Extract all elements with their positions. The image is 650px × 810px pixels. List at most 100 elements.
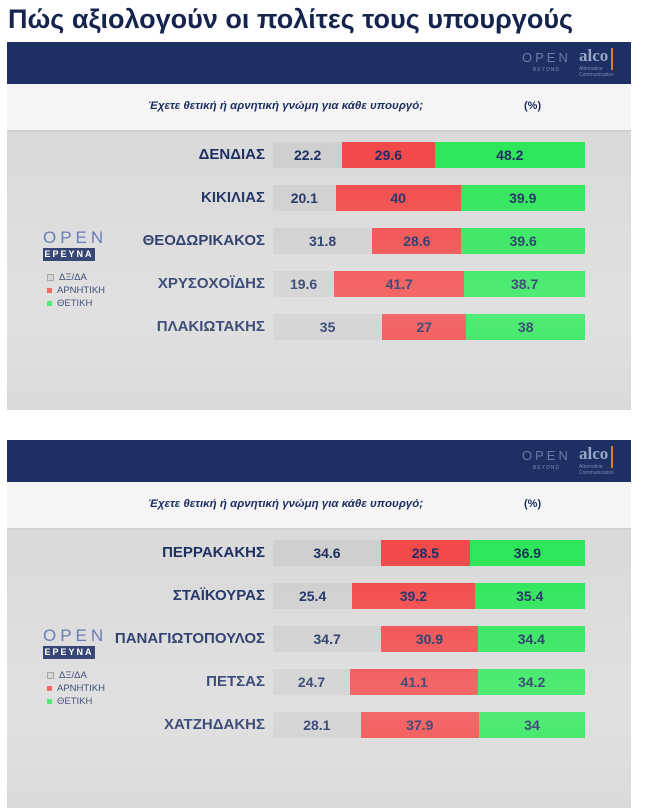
panel-header: OPEN BEYOND alco Alternative Communicati…	[7, 440, 631, 482]
category-label: ΠΑΝΑΓΙΩΤΟΠΟΥΛΟΣ	[114, 630, 265, 647]
legend-item-negative: ΑΡΝΗΤΙΚΗ	[47, 284, 105, 297]
chart-legend: ΔΞ/ΔΑ ΑΡΝΗΤΙΚΗ ΘΕΤΙΚΗ	[47, 271, 105, 310]
data-label: 38	[517, 319, 534, 335]
data-label: 25.4	[298, 588, 327, 604]
stacked-bar: 24.7 41.1 34.2	[273, 669, 585, 695]
data-label: 22.2	[294, 147, 322, 163]
data-label: 34	[524, 717, 540, 733]
data-label: 41.7	[385, 276, 413, 292]
bar-segment-positive	[477, 626, 585, 652]
legend-swatch	[47, 685, 52, 691]
legend-item-negative: ΑΡΝΗΤΙΚΗ	[47, 682, 105, 695]
chart-question: Έχετε θετική ή αρνητική γνώμη για κάθε υ…	[148, 100, 424, 112]
data-label: 34.7	[313, 631, 341, 647]
legend-item-neutral: ΔΞ/ΔΑ	[47, 271, 105, 284]
bar-segment-negative	[380, 540, 470, 566]
stacked-bar: 34.6 28.5 36.9	[273, 540, 585, 566]
bar-row: ΠΛΑΚΙΩΤΑΚΗΣ 35 27 38	[7, 314, 631, 340]
alco-subtitle: Alternative Communication	[579, 66, 614, 78]
data-label: 34.4	[517, 631, 545, 647]
data-label: 39.9	[509, 190, 537, 206]
stacked-bar: 34.7 30.9 34.4	[273, 626, 585, 652]
stacked-bar: 31.8 28.6 39.6	[273, 228, 585, 254]
page-title: Πώς αξιολογούν οι πολίτες τους υπουργούς	[8, 4, 574, 34]
data-label: 30.9	[415, 631, 444, 647]
chart-unit: (%)	[524, 498, 542, 510]
open-beyond-logo: OPEN	[522, 448, 571, 463]
chart-question: Έχετε θετική ή αρνητική γνώμη για κάθε υ…	[148, 498, 424, 510]
data-label: 39.2	[399, 588, 427, 604]
data-label: 37.9	[406, 717, 434, 733]
legend-swatch	[47, 671, 54, 679]
bar-segment-negative	[350, 669, 479, 695]
bar-row: ΣΤΑΪΚΟΥΡΑΣ 25.4 39.2 35.4	[7, 583, 631, 609]
data-label: 31.8	[308, 233, 337, 249]
legend-label: ΘΕΤΙΚΗ	[57, 696, 93, 707]
open-ereuna-logo: OPEN ΕΡΕΥΝΑ	[43, 627, 103, 659]
ereuna-badge: ΕΡΕΥΝΑ	[43, 646, 95, 659]
chart-legend: ΔΞ/ΔΑ ΑΡΝΗΤΙΚΗ ΘΕΤΙΚΗ	[47, 669, 105, 708]
chart-panel-1: OPEN BEYOND alco Alternative Communicati…	[7, 42, 631, 410]
bar-segment-neutral	[273, 271, 335, 297]
category-label: ΧΑΤΖΗΔΑΚΗΣ	[163, 716, 265, 733]
bar-segment-neutral	[273, 712, 361, 738]
bar-segment-negative	[335, 185, 461, 211]
bar-segment-negative	[382, 314, 467, 340]
data-label: 39.6	[509, 233, 537, 249]
legend-item-neutral: ΔΞ/ΔΑ	[47, 669, 105, 682]
bar-segment-neutral	[273, 669, 351, 695]
open-ereuna-logo: OPEN ΕΡΕΥΝΑ	[43, 229, 103, 261]
data-label: 28.1	[303, 717, 331, 733]
data-label: 34.2	[518, 674, 546, 690]
data-label: 28.6	[403, 233, 431, 249]
data-label: 24.7	[297, 674, 326, 690]
data-label: 20.1	[290, 190, 318, 206]
bar-segment-neutral	[273, 228, 373, 254]
bar-row: ΧΑΤΖΗΔΑΚΗΣ 28.1 37.9 34	[7, 712, 631, 738]
beyond-text: BEYOND	[533, 67, 561, 73]
category-label: ΠΛΑΚΙΩΤΑΚΗΣ	[156, 318, 265, 335]
stacked-bar: 25.4 39.2 35.4	[273, 583, 585, 609]
category-label: ΠΕΤΣΑΣ	[206, 673, 265, 690]
bar-row: ΧΡΥΣΟΧΟΪΔΗΣ 19.6 41.7 38.7	[7, 271, 631, 297]
legend-label: ΔΞ/ΔΑ	[59, 670, 87, 681]
bar-segment-negative	[360, 712, 479, 738]
bar-segment-negative	[334, 271, 465, 297]
divider	[7, 130, 631, 132]
stacked-bar: 22.2 29.6 48.2	[273, 142, 585, 168]
bar-segment-positive	[469, 540, 585, 566]
data-label: 41.1	[400, 674, 428, 690]
panel-header: OPEN BEYOND alco Alternative Communicati…	[7, 42, 631, 84]
category-label: ΚΙΚΙΛΙΑΣ	[200, 189, 265, 206]
bar-segment-neutral	[273, 540, 381, 566]
alco-divider	[611, 48, 613, 70]
question-strip	[7, 84, 631, 130]
stacked-bar: 20.1 40 39.9	[273, 185, 585, 211]
data-label: 38.7	[510, 276, 539, 292]
beyond-text: BEYOND	[533, 465, 561, 471]
data-label: 28.5	[411, 545, 440, 561]
bar-segment-positive	[478, 669, 585, 695]
open-wordmark: OPEN	[43, 228, 108, 247]
bar-segment-positive	[461, 228, 585, 254]
legend-swatch	[47, 287, 52, 293]
category-label: ΘΕΟΔΩΡΙΚΑΚΟΣ	[142, 232, 265, 249]
open-wordmark: OPEN	[43, 626, 108, 645]
bar-segment-positive	[474, 583, 585, 609]
legend-label: ΑΡΝΗΤΙΚΗ	[57, 683, 106, 694]
open-beyond-logo: OPEN	[522, 50, 571, 65]
bar-row: ΘΕΟΔΩΡΙΚΑΚΟΣ 31.8 28.6 39.6	[7, 228, 631, 254]
data-label: 36.9	[513, 545, 542, 561]
question-strip	[7, 482, 631, 528]
chart-panel-2: OPEN BEYOND alco Alternative Communicati…	[7, 440, 631, 808]
legend-label: ΘΕΤΙΚΗ	[57, 298, 93, 309]
bar-segment-negative	[381, 626, 478, 652]
category-label: ΣΤΑΪΚΟΥΡΑΣ	[172, 587, 265, 604]
data-label: 27	[416, 319, 433, 335]
bar-segment-negative	[342, 142, 435, 168]
bar-segment-positive	[466, 314, 585, 340]
category-label: ΔΕΝΔΙΑΣ	[198, 146, 265, 163]
bar-segment-positive	[460, 185, 585, 211]
bar-segment-negative	[352, 583, 475, 609]
alco-logo: alco	[579, 46, 609, 65]
